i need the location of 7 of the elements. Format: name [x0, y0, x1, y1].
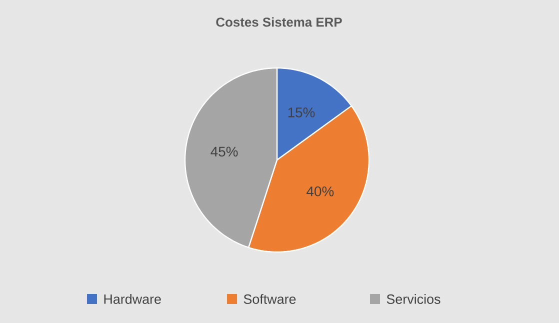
data-label: 45%	[210, 146, 238, 157]
legend-label: Hardware	[104, 294, 161, 304]
legend-label: Software	[244, 294, 296, 304]
chart-title: Costes Sistema ERP	[216, 17, 342, 27]
data-label: 40%	[306, 186, 334, 196]
legend-label: Servicios	[386, 294, 440, 304]
data-label: 15%	[288, 108, 315, 118]
